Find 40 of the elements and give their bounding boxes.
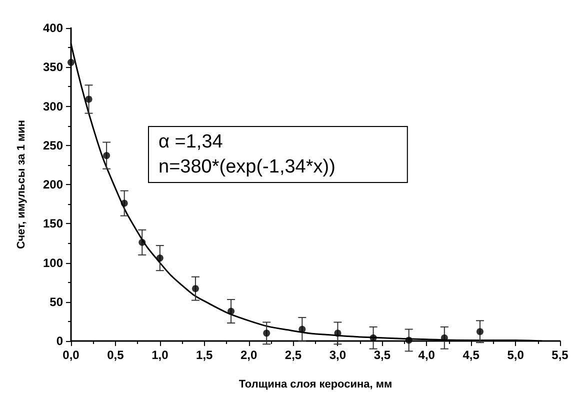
x-tick-label: 1,0 <box>152 348 169 362</box>
point <box>120 200 128 207</box>
point <box>156 254 164 262</box>
x-tick-label: 2,5 <box>284 348 302 362</box>
point <box>103 152 110 160</box>
y-tick-label: 150 <box>42 216 64 231</box>
annotation: α =1,34 <box>158 132 224 152</box>
point <box>298 326 306 333</box>
x-tick-label: 5,0 <box>507 348 524 362</box>
point <box>476 328 484 336</box>
point <box>440 334 448 342</box>
x-tick-label: 4,5 <box>462 348 480 362</box>
point <box>138 238 146 246</box>
x-tick-label: 0,0 <box>62 348 80 362</box>
x-tick-label: 3,0 <box>329 348 346 362</box>
point <box>68 58 74 66</box>
point <box>192 285 199 292</box>
x-tick-label: 1,5 <box>196 348 214 362</box>
annotation: n=380*(exp(-1,34*x)) <box>158 156 336 178</box>
y-tick-label: 250 <box>42 138 64 152</box>
y-tick-label: 300 <box>42 99 64 114</box>
x-tick-label: 2,0 <box>240 348 258 362</box>
x-tick-label: 0,5 <box>107 348 124 362</box>
point <box>85 96 92 103</box>
x-axis-title: Толщина слоя керосина, мм <box>238 378 392 390</box>
y-tick-label: 200 <box>42 178 64 192</box>
y-tick-label: 400 <box>42 21 64 35</box>
y-tick-label: 350 <box>42 60 64 74</box>
x-tick-label: 4,0 <box>418 348 436 362</box>
point <box>334 330 342 337</box>
point <box>263 330 270 337</box>
x-tick-label: 3,5 <box>374 348 391 362</box>
y-tick-label: 100 <box>42 256 64 270</box>
point <box>405 336 412 344</box>
y-tick-label: 0 <box>56 334 64 348</box>
point <box>228 308 235 315</box>
y-axis-title: Счет, имульсы за 1 мин <box>16 120 28 250</box>
point <box>370 334 377 342</box>
y-tick-label: 50 <box>50 294 64 309</box>
x-tick-label: 5,5 <box>552 348 569 362</box>
